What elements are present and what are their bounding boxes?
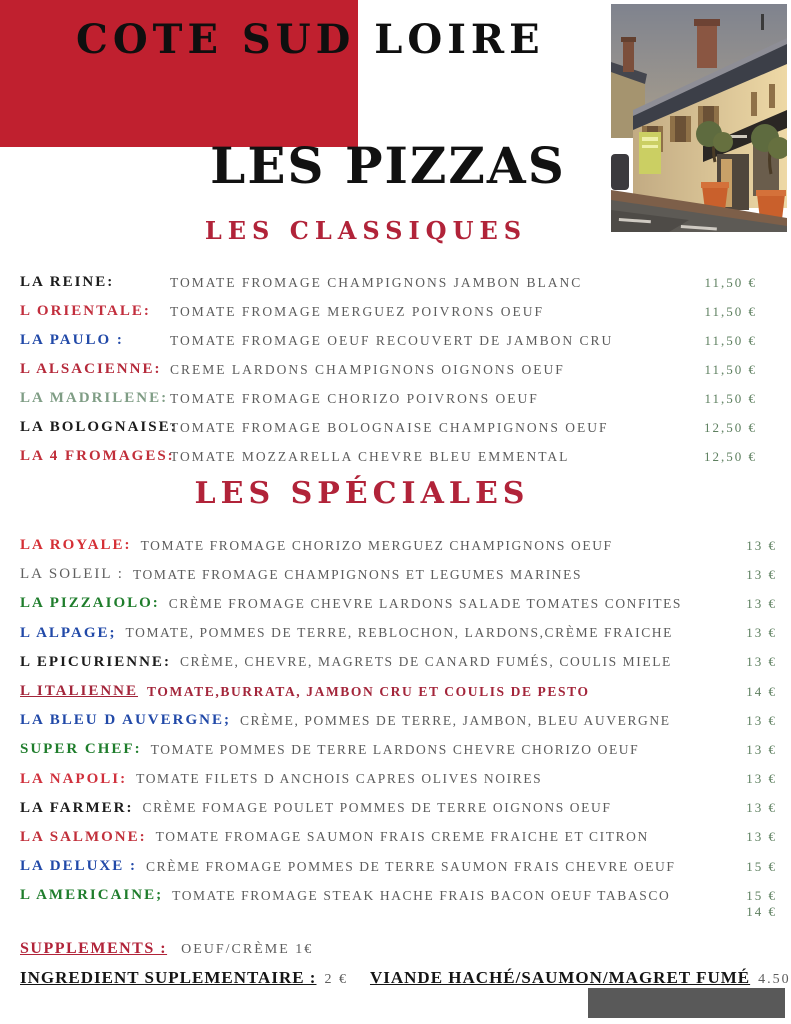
viande-label: VIANDE HACHÉ/SAUMON/MAGRET FUMÉ [369,968,751,987]
item-description: TOMATE FROMAGE CHORIZO POIVRONS OEUF [170,390,539,406]
item-description: TOMATE FROMAGE CHAMPIGNONS ET LEGUMES MA… [132,566,583,582]
menu-item-row: LA PAULO : TOMATE FROMAGE OEUF RECOUVERT … [20,326,791,355]
item-price: 11,50 € [704,332,757,348]
item-description: TOMATE MOZZARELLA CHEVRE BLEU EMMENTAL [170,448,570,464]
item-price: 13 € [746,595,777,611]
item-name: LA 4 FROMAGES: [20,448,175,464]
section-title-classiques: LES CLASSIQUES [204,216,528,245]
item-price: 14 € [746,683,777,699]
menu-item-row: LA SOLEIL : TOMATE FROMAGE CHAMPIGNONS ET… [20,560,791,589]
item-name: L AMERICAINE; [20,887,164,904]
menu-item-row: LA 4 FROMAGES: TOMATE MOZZARELLA CHEVRE B… [20,442,791,471]
item-name: LA ROYALE: [20,537,132,554]
item-description: CRÈME, POMMES DE TERRE, JAMBON, BLEU AUV… [239,712,671,728]
item-description: TOMATE FROMAGE STEAK HACHE FRAIS BACON O… [172,887,671,903]
item-price: 13 € [746,654,777,670]
item-description: CRÈME, CHEVRE, MAGRETS DE CANARD FUMÉS, … [179,654,672,670]
menu-item-row: LA PIZZAIOLO: CRÈME FROMAGE CHEVRE LARDON… [20,589,791,618]
item-price: 11,50 € [704,303,757,319]
menu-item-row: LA BLEU D AUVERGNE; CRÈME, POMMES DE TERR… [20,706,791,735]
item-description: TOMATE,BURRATA, JAMBON CRU ET COULIS DE … [147,683,590,699]
extra-ingredient-line: INGREDIENT SUPLEMENTAIRE : 2 € VIANDE HACH… [20,968,791,988]
item-price: 11,50 € [704,274,757,290]
item-description: TOMATE FILETS D ANCHOIS CAPRES OLIVES NO… [136,771,543,787]
section-title-speciales: LES SPÉCIALES [194,476,530,511]
item-name: LA FARMER: [20,799,134,816]
menu-item-row: L ALSACIENNE: CREME LARDONS CHAMPIGNONS O… [20,355,791,384]
menu-item-row: LA FARMER: CRÈME FOMAGE POULET POMMES DE … [20,794,791,823]
item-description: TOMATE, POMMES DE TERRE, REBLOCHON, LARD… [125,625,673,641]
item-description: TOMATE FROMAGE MERGUEZ POIVRONS OEUF [170,303,545,319]
menu-item-row: L EPICURIENNE: CRÈME, CHEVRE, MAGRETS DE … [20,648,791,677]
menu-item-row: LA REINE: TOMATE FROMAGE CHAMPIGNONS JAMB… [20,268,791,297]
item-price: 13 € [746,741,777,757]
menu-item-row: LA SALMONE: TOMATE FROMAGE SAUMON FRAIS C… [20,823,791,852]
menu-item-row: L ALPAGE; TOMATE, POMMES DE TERRE, REBLOC… [20,619,791,648]
item-price: 12,50 € [704,448,757,464]
item-name: LA BOLOGNAISE: [20,419,178,435]
item-name: LA SOLEIL : [20,566,124,583]
item-price: 13 € [746,566,777,582]
item-description: CRÈME FROMAGE CHEVRE LARDONS SALADE TOMA… [168,595,683,611]
page-title: LES PIZZAS [210,136,566,195]
menu-item-row: LA MADRILENE: TOMATE FROMAGE CHORIZO POIV… [20,384,791,413]
item-description: TOMATE FROMAGE BOLOGNAISE CHAMPIGNONS OE… [170,419,609,435]
item-name: SUPER CHEF: [20,741,142,758]
item-name: LA REINE: [20,274,115,290]
supplements-text: OEUF/CRÈME 1€ [181,942,314,957]
item-price: 13 € [746,625,777,641]
item-price: 13 € [746,712,777,728]
item-price: 15 € [746,887,777,903]
ingredient-price: 2 € [324,972,348,987]
supplements-label: SUPPLEMENTS : [20,940,168,957]
item-name: L ALPAGE; [20,624,117,641]
item-price: 13 € [746,771,777,787]
item-name: LA SALMONE: [20,828,147,845]
item-name: L EPICURIENNE: [20,653,171,670]
item-price: 14 € [746,904,777,919]
item-description: TOMATE FROMAGE OEUF RECOUVERT DE JAMBON … [170,332,614,348]
item-price: 15 € [746,858,777,874]
menu-item-row: LA NAPOLI: TOMATE FILETS D ANCHOIS CAPRES… [20,765,791,794]
item-name: L ORIENTALE: [20,303,151,319]
classiques-list: LA REINE: TOMATE FROMAGE CHAMPIGNONS JAMB… [20,268,791,471]
item-price: 13 € [746,800,777,816]
menu-item-row: L AMERICAINE; TOMATE FROMAGE STEAK HACHE … [20,881,791,910]
gray-footer-rectangle [588,988,785,1018]
item-name: L ALSACIENNE: [20,361,162,377]
speciales-list: LA ROYALE: TOMATE FROMAGE CHORIZO MERGUEZ… [20,531,791,910]
item-description: TOMATE FROMAGE CHAMPIGNONS JAMBON BLANC [170,274,583,290]
menu-item-row: LA ROYALE: TOMATE FROMAGE CHORIZO MERGUEZ… [20,531,791,560]
item-name: LA MADRILENE: [20,390,169,406]
item-description: CREME LARDONS CHAMPIGNONS OIGNONS OEUF [170,361,565,377]
item-description: CRÈME FROMAGE POMMES DE TERRE SAUMON FRA… [146,858,676,874]
supplements-line: SUPPLEMENTS : OEUF/CRÈME 1€ [20,940,313,958]
item-price: 13 € [746,537,777,553]
item-name: LA NAPOLI: [20,770,128,787]
street-storefront-photo [611,4,787,232]
item-description: TOMATE POMMES DE TERRE LARDONS CHEVRE CH… [150,741,640,757]
item-name: LA PAULO : [20,332,124,348]
item-description: TOMATE FROMAGE SAUMON FRAIS CREME FRAICH… [155,829,649,845]
menu-item-row: LA DELUXE : CRÈME FROMAGE POMMES DE TERRE… [20,852,791,881]
item-price: 12,50 € [704,419,757,435]
ingredient-label: INGREDIENT SUPLEMENTAIRE : [20,968,317,987]
item-name: LA DELUXE : [20,858,138,875]
menu-item-row: SUPER CHEF: TOMATE POMMES DE TERRE LARDON… [20,735,791,764]
item-price: 13 € [746,829,777,845]
item-price: 11,50 € [704,390,757,406]
restaurant-name: COTE SUD LOIRE [76,16,545,63]
viande-price: 4.50 € [758,972,791,987]
item-name: LA PIZZAIOLO: [20,595,160,612]
item-name: LA BLEU D AUVERGNE; [20,712,231,729]
red-accent-block [0,0,358,147]
menu-item-row: L ITALIENNE TOMATE,BURRATA, JAMBON CRU ET… [20,677,791,706]
item-price: 11,50 € [704,361,757,377]
menu-item-row: L ORIENTALE: TOMATE FROMAGE MERGUEZ POIVR… [20,297,791,326]
item-description: TOMATE FROMAGE CHORIZO MERGUEZ CHAMPIGNO… [140,537,613,553]
item-name: L ITALIENNE [20,683,139,700]
menu-item-row: LA BOLOGNAISE: TOMATE FROMAGE BOLOGNAISE … [20,413,791,442]
item-description: CRÈME FOMAGE POULET POMMES DE TERRE OIGN… [142,800,612,816]
